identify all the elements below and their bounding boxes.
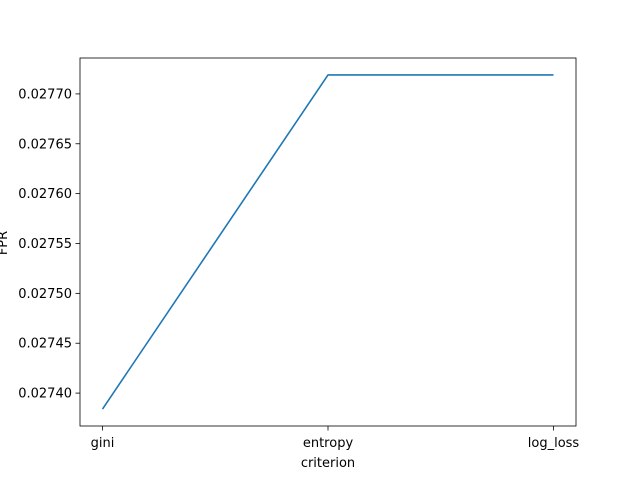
plot-area	[79, 57, 577, 427]
y-tick-label: 0.02765	[18, 137, 72, 152]
x-tick-label: gini	[91, 436, 115, 451]
series-line-0	[101, 74, 554, 410]
y-tick-label: 0.02770	[18, 87, 72, 102]
y-axis-label: FPR	[0, 231, 11, 255]
y-tick-label: 0.02740	[18, 387, 72, 402]
y-tick-label: 0.02755	[18, 237, 72, 252]
y-tick-label: 0.02745	[18, 337, 72, 352]
y-axis-ticks: 0.02740 0.02745 0.02750 0.02755 0.02760 0.027…	[18, 87, 80, 402]
axes-frame	[79, 57, 577, 427]
y-tick-label: 0.02760	[18, 187, 72, 202]
y-tick-label: 0.02750	[18, 287, 72, 302]
x-axis-label: criterion	[301, 456, 355, 471]
x-axis-ticks: gini entropy log_loss	[91, 426, 580, 451]
x-tick-label: entropy	[303, 436, 354, 451]
x-tick-label: log_loss	[528, 436, 580, 451]
